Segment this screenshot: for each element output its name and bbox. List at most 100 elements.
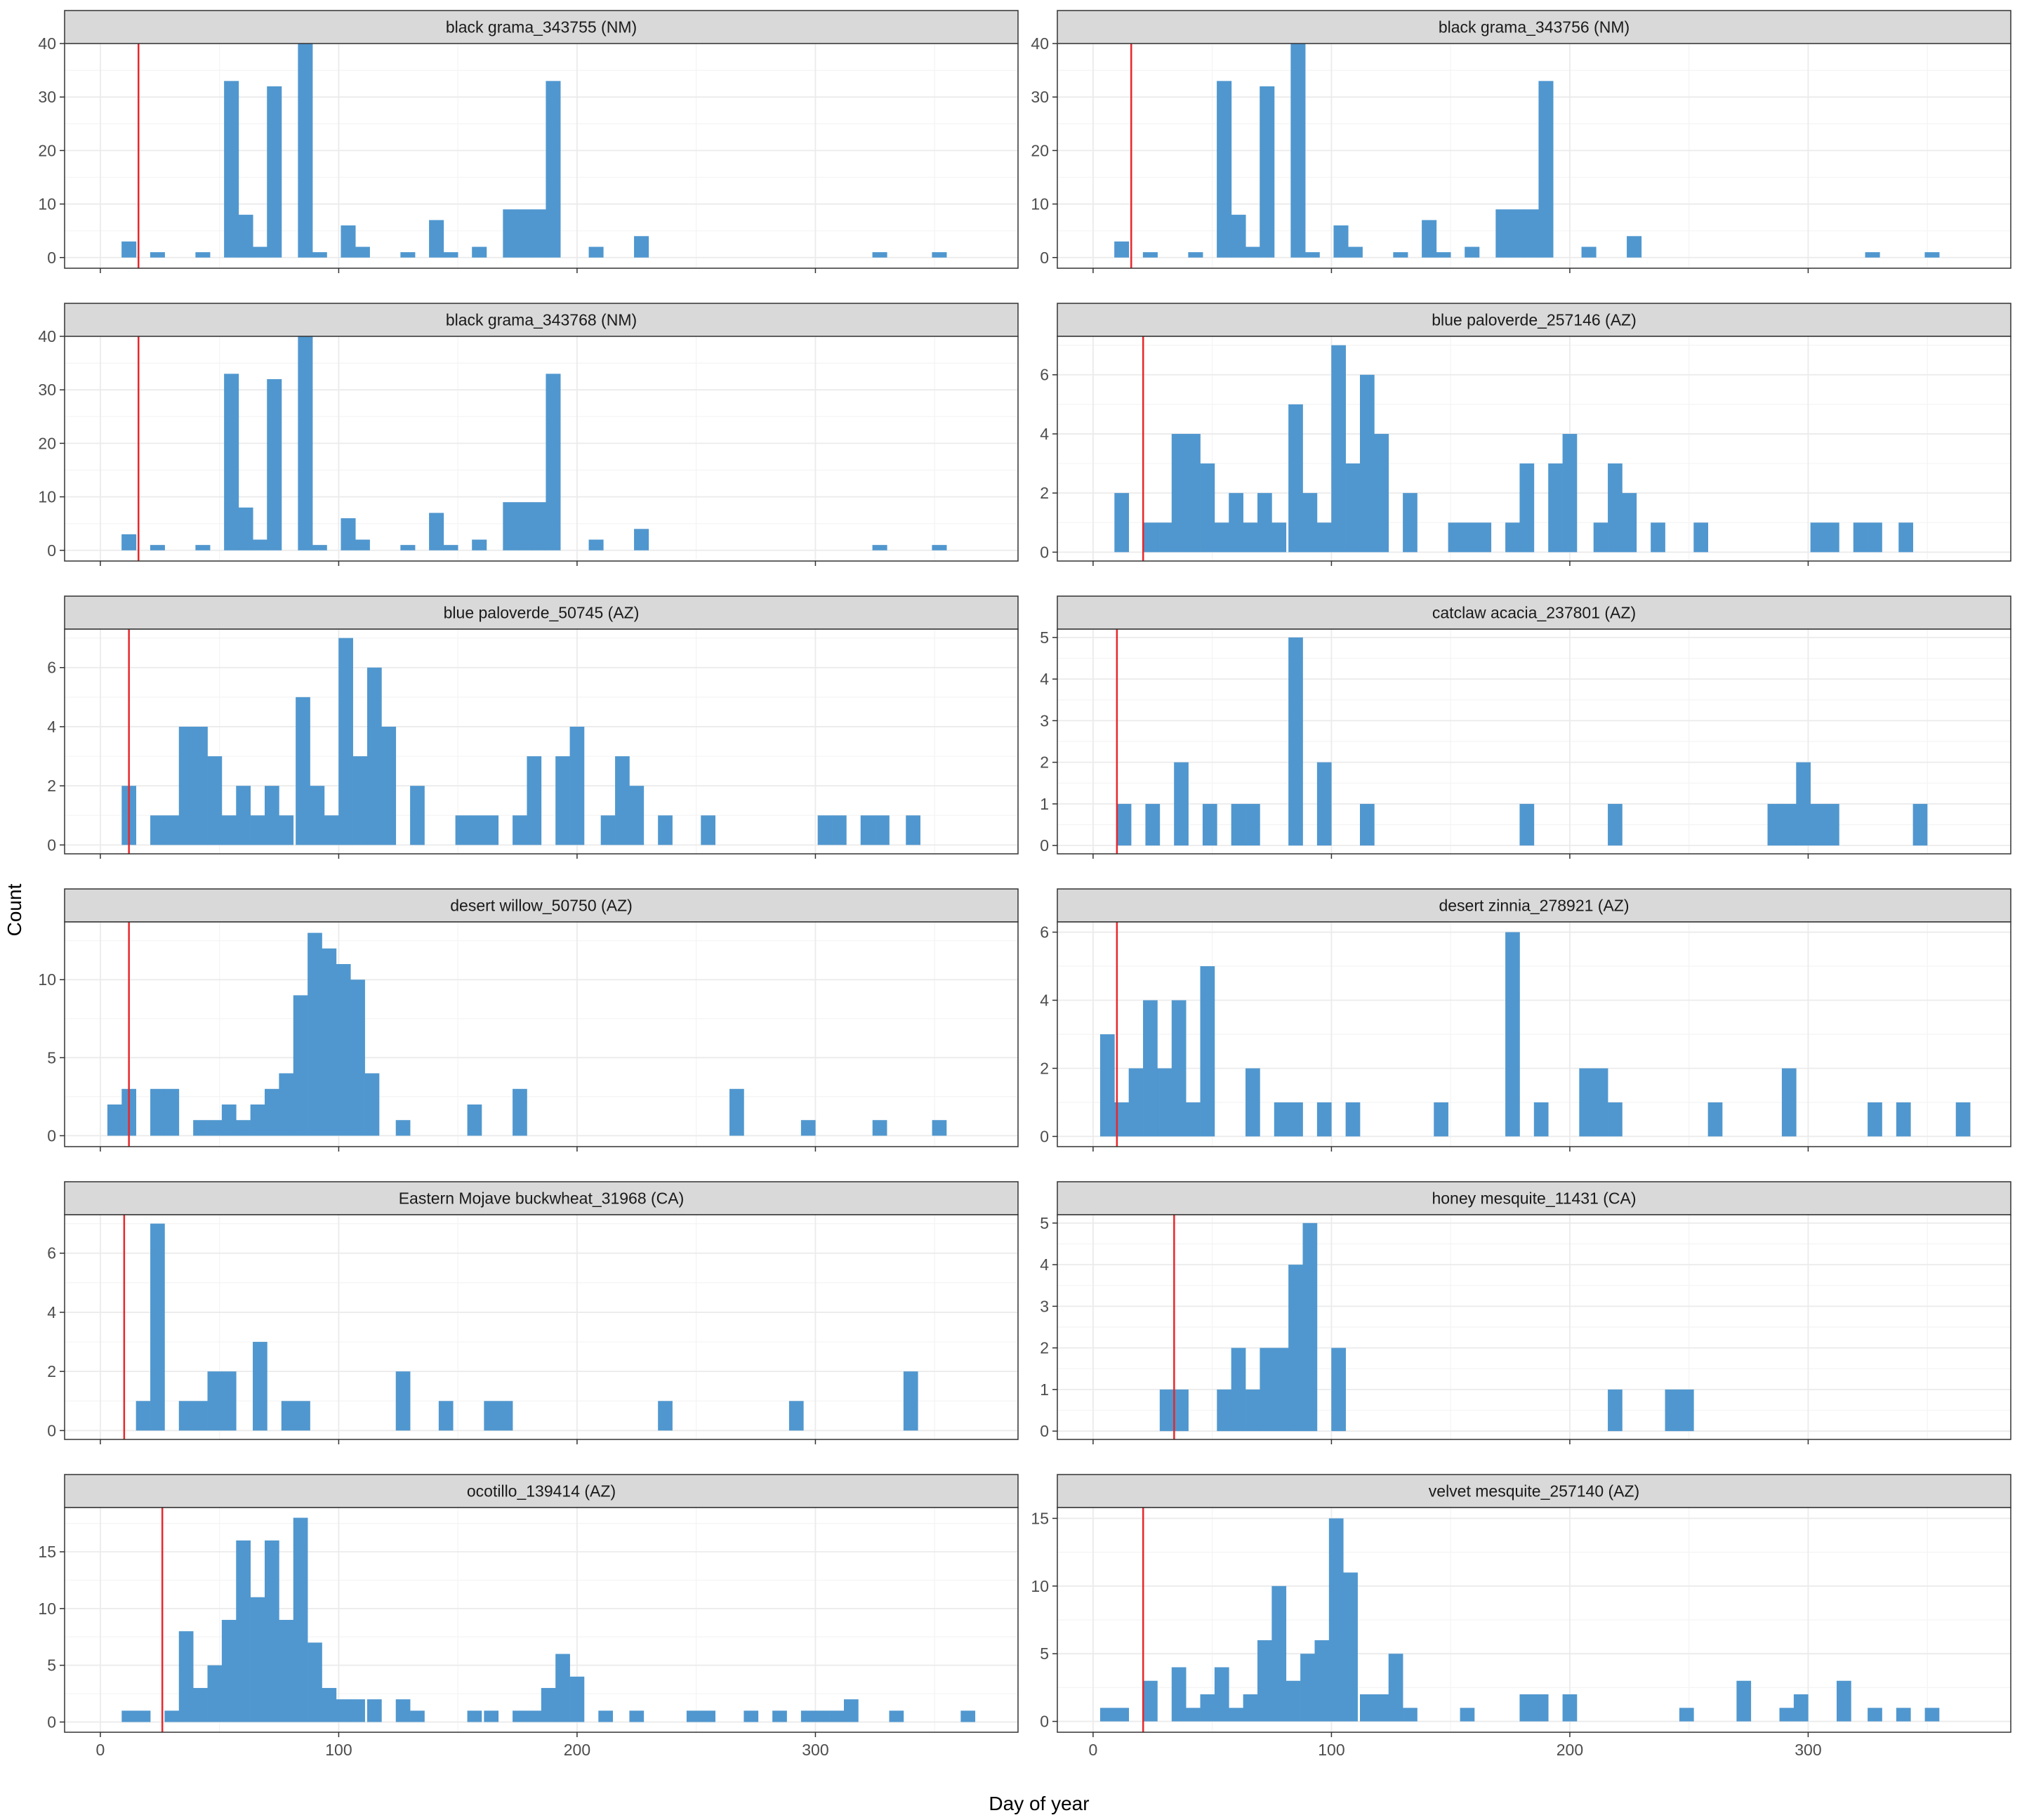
histogram-bar	[527, 756, 542, 845]
histogram-bar	[800, 1710, 816, 1722]
histogram-bar	[1533, 1694, 1549, 1722]
histogram-bar	[1304, 252, 1320, 258]
histogram-bar	[1186, 1102, 1201, 1137]
y-tick-label: 2	[1040, 484, 1049, 502]
y-tick-label: 15	[38, 1543, 56, 1561]
histogram-bar	[1359, 803, 1375, 846]
x-tick-label: 200	[564, 1741, 590, 1759]
histogram-bar	[121, 241, 137, 258]
histogram-bar	[1114, 241, 1130, 258]
histogram-bar	[629, 1710, 645, 1722]
y-tick-label: 40	[1031, 34, 1049, 53]
histogram-bar	[1505, 932, 1520, 1137]
histogram-bar	[629, 786, 645, 845]
histogram-bar	[1825, 522, 1839, 553]
y-tick-label: 4	[1040, 670, 1049, 688]
histogram-bar	[267, 86, 282, 258]
histogram-bar	[1538, 81, 1554, 258]
histogram-bar	[443, 545, 458, 550]
histogram-bar	[1174, 1389, 1189, 1432]
facet-strip	[64, 595, 1019, 630]
histogram-bar	[1868, 522, 1882, 553]
y-tick-label: 3	[1040, 711, 1049, 730]
histogram-bar	[178, 726, 194, 845]
histogram-bar	[1593, 522, 1608, 553]
facet-panel: catclaw acacia_237801 (AZ) 0 1 2 3 4 5	[1040, 595, 2011, 859]
histogram-bar	[293, 1517, 308, 1722]
histogram-bar	[224, 81, 239, 258]
facet-strip	[1057, 1181, 2011, 1215]
y-tick-label: 30	[38, 88, 56, 106]
histogram-bar	[164, 1088, 180, 1136]
histogram-bar	[121, 534, 137, 550]
y-tick-label: 0	[47, 836, 56, 854]
histogram-bar	[410, 1710, 425, 1722]
histogram-bar	[1214, 1667, 1229, 1722]
histogram-bar	[1651, 522, 1665, 553]
histogram-bar	[150, 1088, 165, 1136]
histogram-bar	[279, 1620, 294, 1722]
histogram-bar	[252, 246, 267, 258]
histogram-bar	[324, 815, 339, 845]
histogram-bar	[569, 1676, 585, 1722]
y-tick-label: 10	[38, 195, 56, 213]
histogram-bar	[150, 815, 165, 845]
histogram-bar	[843, 1699, 859, 1722]
histogram-bar	[1343, 1572, 1358, 1722]
facet-panel: Eastern Mojave buckwheat_31968 (CA) 0 2 4 6	[47, 1181, 1019, 1444]
histogram-bar	[1924, 252, 1940, 258]
histogram-bar	[164, 815, 180, 845]
histogram-bar	[729, 1088, 744, 1136]
y-tick-label: 4	[1040, 991, 1049, 1010]
histogram-bar	[355, 539, 370, 550]
histogram-bar	[1114, 1708, 1130, 1722]
y-tick-label: 4	[1040, 425, 1049, 443]
histogram-bar	[238, 214, 253, 258]
histogram-bar	[1793, 1694, 1809, 1722]
histogram-bar	[341, 518, 356, 550]
histogram-bar	[341, 225, 356, 258]
histogram-bar	[1114, 493, 1130, 553]
histogram-bar	[889, 1710, 904, 1722]
histogram-bar	[1912, 803, 1928, 846]
histogram-bar	[410, 786, 425, 845]
histogram-bar	[1143, 1680, 1158, 1722]
histogram-bar	[238, 507, 253, 550]
histogram-bar	[1495, 209, 1511, 258]
histogram-bar	[815, 1710, 830, 1722]
histogram-bar	[1257, 493, 1272, 553]
histogram-bar	[472, 246, 487, 258]
histogram-bar	[355, 246, 370, 258]
histogram-bar	[531, 209, 547, 258]
histogram-bar	[1434, 1102, 1448, 1137]
histogram-bar	[1679, 1389, 1694, 1432]
facet-panel: velvet mesquite_257140 (AZ) 0 5 10 15 0 100 200…	[1031, 1474, 2011, 1759]
histogram-bar	[1142, 252, 1158, 258]
histogram-bar	[1524, 209, 1540, 258]
histogram-bar	[1374, 433, 1389, 553]
histogram-bar	[195, 252, 211, 258]
histogram-bar	[1581, 246, 1597, 258]
y-tick-label: 40	[38, 34, 56, 53]
x-axis-label: Day of year	[989, 1793, 1089, 1814]
histogram-bar	[164, 1710, 180, 1722]
facet-strip	[64, 10, 1019, 44]
histogram-bar	[1403, 493, 1418, 553]
histogram-bar	[527, 1710, 542, 1722]
histogram-bar	[1622, 493, 1637, 553]
histogram-bar	[484, 815, 499, 845]
histogram-bar	[1143, 522, 1158, 553]
histogram-bar	[1865, 252, 1880, 258]
histogram-bar	[1099, 1034, 1115, 1137]
histogram-bar	[1333, 225, 1349, 258]
histogram-bar	[658, 815, 673, 845]
histogram-bar	[1868, 1708, 1882, 1722]
histogram-bar	[1767, 803, 1783, 846]
histogram-bar	[634, 529, 649, 550]
histogram-bar	[1217, 1389, 1232, 1432]
histogram-bar	[350, 1699, 365, 1722]
histogram-bar	[932, 545, 947, 550]
histogram-bar	[484, 1401, 499, 1431]
y-tick-label: 15	[1031, 1509, 1049, 1527]
histogram-bar	[1186, 1708, 1201, 1722]
